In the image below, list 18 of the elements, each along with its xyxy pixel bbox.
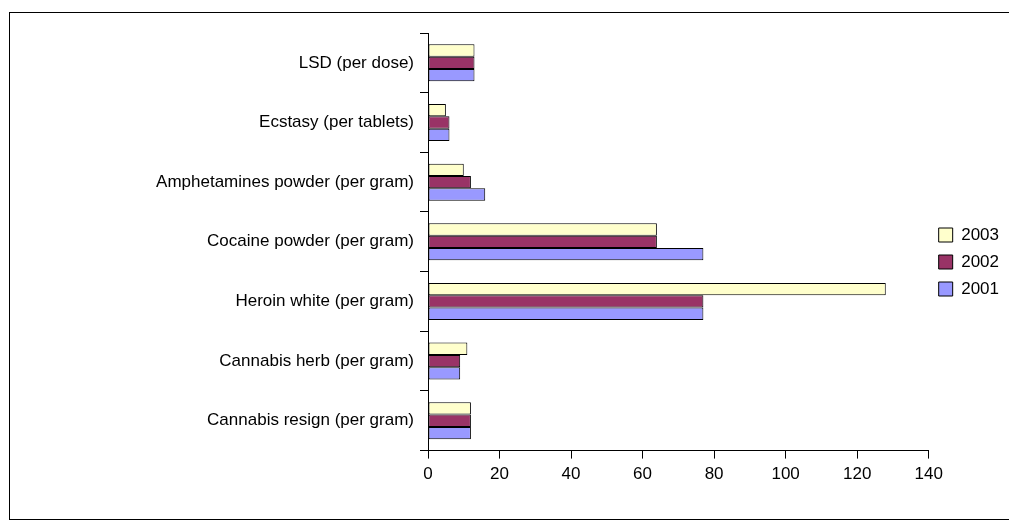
y-tick-label: LSD (per dose): [298, 52, 414, 72]
legend-label: 2002: [961, 251, 1000, 271]
x-tick-label: 60: [633, 464, 653, 484]
y-tick-label: Cannabis herb (per gram): [219, 350, 414, 370]
y-tick-label: Ecstasy (per tablets): [259, 112, 414, 132]
x-tick-label: 20: [490, 464, 509, 484]
legend-label: 2001: [961, 278, 1000, 298]
y-tick-label: Cannabis resign (per gram): [207, 410, 414, 430]
y-tick-label: Cocaine powder (per gram): [207, 231, 414, 251]
x-tick-label: 40: [561, 464, 581, 484]
x-tick-label: 100: [771, 464, 800, 484]
y-tick-label: Amphetamines powder (per gram): [156, 171, 414, 191]
x-tick-label: 140: [914, 464, 943, 484]
x-tick-label: 0: [423, 464, 433, 484]
legend-label: 2003: [961, 224, 1000, 244]
y-tick-label: Heroin white (per gram): [235, 291, 414, 311]
x-tick-label: 80: [704, 464, 724, 484]
x-tick-label: 120: [842, 464, 872, 484]
